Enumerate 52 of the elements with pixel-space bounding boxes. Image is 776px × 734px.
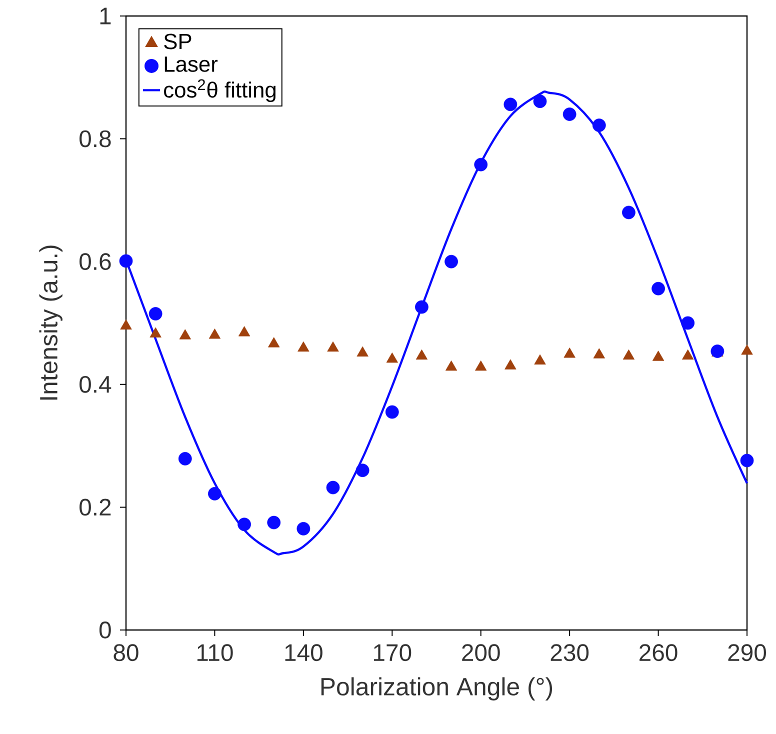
point <box>474 158 488 172</box>
x-tick-label: 80 <box>114 644 138 662</box>
point <box>444 254 458 268</box>
y-tick-label: 0 <box>99 622 111 638</box>
y-tick-label: 0.8 <box>80 130 111 148</box>
legend-label: cos$^{2}$θ fitting <box>164 79 276 102</box>
legend-label: Laser <box>164 56 218 72</box>
point <box>150 327 162 338</box>
point <box>652 282 665 296</box>
point <box>415 300 428 314</box>
point <box>681 316 695 330</box>
point <box>298 341 310 352</box>
point <box>475 360 487 371</box>
point <box>238 326 250 336</box>
y-tick-label: 0.4 <box>80 376 112 393</box>
point <box>682 349 694 360</box>
point <box>652 350 664 361</box>
y-tick-label: 1 <box>100 8 111 24</box>
point <box>533 94 547 108</box>
point <box>622 206 636 220</box>
point <box>445 360 458 371</box>
point <box>504 359 516 370</box>
point <box>534 354 546 365</box>
x-tick-label: 170 <box>374 644 412 662</box>
point <box>593 348 605 358</box>
x-tick-label: 260 <box>640 644 678 662</box>
x-tick-label: 140 <box>285 644 322 662</box>
x-tick-label: 110 <box>197 644 233 662</box>
point <box>416 349 428 360</box>
point <box>356 346 368 357</box>
point <box>564 348 576 358</box>
y-axis-title: Intensity (a.u.) <box>39 246 62 400</box>
point <box>119 254 133 268</box>
x-axis-title: Polarization Angle (°) <box>321 677 552 700</box>
point <box>562 108 576 121</box>
x-tick-label: 230 <box>550 644 589 662</box>
point <box>622 349 635 360</box>
point <box>592 118 606 132</box>
point <box>179 329 191 340</box>
x-tick-label: 290 <box>728 644 766 662</box>
point <box>268 337 280 348</box>
point <box>327 341 339 352</box>
point <box>504 98 518 112</box>
point <box>208 328 221 339</box>
legend-label: SP <box>164 34 192 50</box>
point <box>741 344 753 355</box>
y-tick-label: 0.6 <box>80 253 111 270</box>
point <box>120 319 132 330</box>
y-tick-label: 0.2 <box>80 498 111 516</box>
point <box>386 352 398 363</box>
x-tick-label: 200 <box>462 644 500 662</box>
point <box>148 307 162 320</box>
